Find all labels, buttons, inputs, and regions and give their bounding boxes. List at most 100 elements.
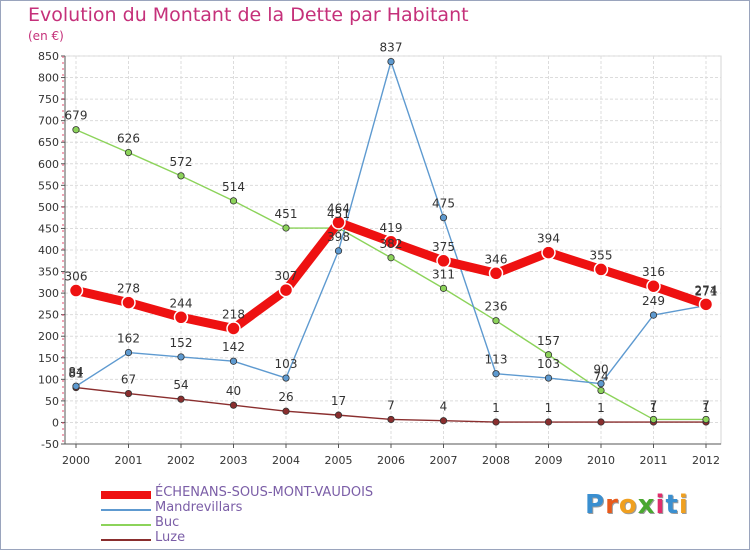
data-point (334, 247, 343, 255)
data-point (597, 380, 605, 388)
axes: -50 0 50 100 150 200 250 300 350 400 450 500 550 600 6… (38, 50, 721, 467)
data-label: 1 (492, 401, 500, 415)
legend-swatch (101, 491, 151, 499)
logo-letter: o (618, 490, 638, 520)
y-tick-label: 700 (38, 115, 59, 128)
data-point (124, 148, 133, 157)
data-label: 249 (642, 294, 665, 308)
data-label: 103 (537, 357, 560, 371)
data-label: 514 (222, 180, 245, 194)
data-label: 274 (695, 283, 718, 297)
legend-item: Mandrevillars (101, 500, 501, 517)
legend-label: ÉCHENANS-SOUS-MONT-VAUDOIS (155, 485, 374, 500)
y-tick-label: 500 (38, 201, 59, 214)
legend-item: Buc (101, 515, 501, 532)
data-label: 7 (387, 398, 395, 412)
data-label: 307 (275, 269, 298, 283)
legend-label: Mandrevillars (155, 500, 243, 515)
data-label: 626 (117, 132, 140, 146)
data-label: 157 (537, 334, 560, 348)
data-label: 311 (432, 267, 455, 281)
data-point (646, 278, 661, 294)
data-point (124, 389, 133, 398)
data-point (72, 126, 80, 134)
legend-item: ÉCHENANS-SOUS-MONT-VAUDOIS (101, 485, 501, 502)
legend-label: Buc (155, 515, 180, 530)
data-label: 1 (650, 401, 658, 415)
data-point (282, 374, 290, 382)
data-point (278, 282, 294, 298)
data-label: 152 (170, 336, 193, 350)
data-label: 162 (117, 332, 140, 346)
data-label: 142 (222, 340, 245, 354)
x-tick-label: 2000 (62, 454, 90, 467)
y-tick-label: 300 (38, 287, 59, 300)
data-point (492, 418, 500, 426)
data-label: 464 (327, 201, 350, 215)
data-point (173, 310, 189, 325)
data-label: 355 (590, 248, 613, 262)
data-label: 7 (702, 398, 710, 412)
data-point (544, 374, 553, 382)
data-point (702, 415, 710, 424)
legend-swatch (101, 524, 151, 526)
data-point (387, 415, 395, 424)
logo-letter: i (678, 490, 689, 520)
x-tick-label: 2011 (640, 454, 668, 467)
x-tick-label: 2004 (272, 454, 300, 467)
data-point (541, 245, 556, 260)
data-label: 837 (380, 41, 403, 55)
data-point (331, 215, 346, 230)
data-point (229, 197, 238, 205)
data-point (282, 407, 290, 415)
x-tick-label: 2005 (325, 454, 353, 467)
data-label: 475 (432, 197, 455, 211)
data-point (649, 415, 658, 424)
data-point (387, 58, 395, 66)
data-label: 17 (331, 394, 346, 408)
y-tick-label: -50 (41, 438, 59, 451)
legend-label: Luze (155, 530, 186, 545)
data-label: 90 (593, 363, 608, 377)
data-label: 375 (432, 240, 455, 254)
y-tick-label: 100 (38, 373, 59, 386)
data-label: 236 (485, 300, 508, 314)
data-label: 679 (65, 109, 88, 123)
data-label: 278 (117, 282, 140, 296)
y-tick-label: 600 (38, 158, 59, 171)
y-tick-label: 350 (38, 266, 59, 279)
data-point (177, 172, 185, 180)
logo-letter: P (585, 490, 606, 520)
x-tick-label: 2007 (430, 454, 458, 467)
data-label: 398 (327, 230, 350, 244)
data-label: 74 (593, 370, 608, 384)
data-label: 382 (380, 237, 403, 251)
y-tick-label: 250 (38, 309, 59, 322)
data-label: 394 (537, 232, 560, 246)
y-tick-label: 400 (38, 244, 59, 257)
proxiti-logo: Proxiti (585, 490, 689, 520)
data-point (121, 295, 136, 310)
y-tick-label: 0 (52, 416, 59, 429)
data-label: 84 (68, 365, 83, 379)
data-point (68, 283, 84, 298)
data-label: 54 (173, 378, 188, 392)
data-point (177, 395, 185, 403)
data-point (492, 317, 500, 325)
data-point (597, 386, 605, 395)
data-label: 218 (222, 307, 245, 321)
data-point (439, 214, 448, 222)
data-label: 306 (65, 270, 88, 284)
x-tick-label: 2003 (220, 454, 248, 467)
data-label: 103 (275, 357, 298, 371)
data-point (544, 351, 553, 359)
data-label: 26 (278, 390, 293, 404)
data-point (597, 418, 605, 426)
data-point (439, 284, 448, 292)
series-lines (68, 58, 714, 426)
data-label: 67 (121, 373, 136, 387)
data-label: 271 (695, 285, 718, 299)
data-label: 1 (597, 401, 605, 415)
x-tick-label: 2009 (535, 454, 563, 467)
